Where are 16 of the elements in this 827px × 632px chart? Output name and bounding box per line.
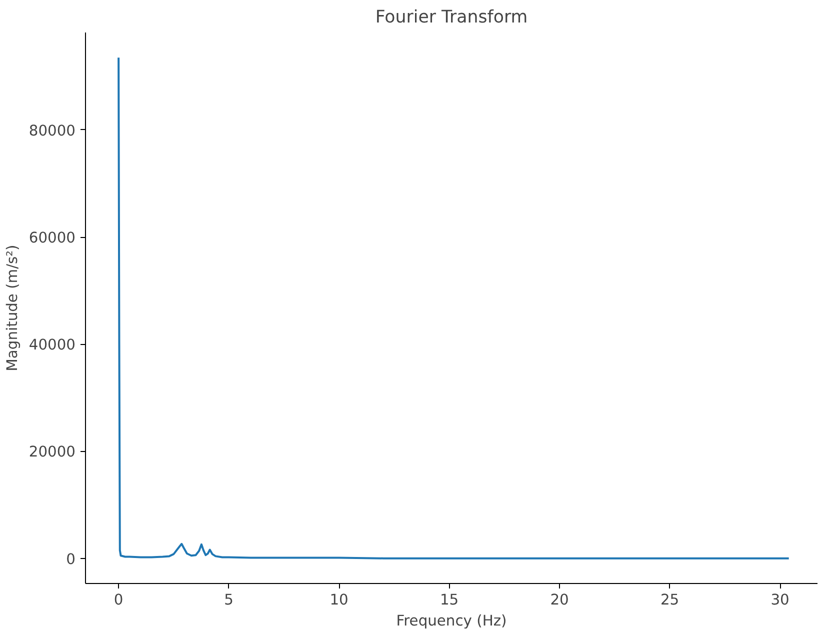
x-tick-label: 20 [550, 592, 569, 608]
x-tick-label: 25 [660, 592, 680, 608]
y-tick-label: 20000 [28, 444, 76, 461]
x-tick-label: 0 [114, 592, 124, 608]
y-tick-label: 80000 [28, 122, 76, 140]
y-axis-title: Magnitude (m/s²) [4, 244, 21, 372]
x-tick-label: 10 [330, 592, 348, 608]
line-series [118, 56, 790, 560]
x-axis-title: Frequency (Hz) [396, 612, 507, 630]
x-tick-label: 30 [770, 592, 790, 608]
x-tick-label: 15 [440, 592, 459, 608]
y-tick-label: 0 [66, 550, 76, 568]
y-tick-label: 60000 [28, 230, 76, 247]
y-tick-label: 40000 [28, 336, 76, 354]
x-tick-label: 5 [224, 592, 234, 608]
chart-title: Fourier Transform [375, 8, 528, 28]
